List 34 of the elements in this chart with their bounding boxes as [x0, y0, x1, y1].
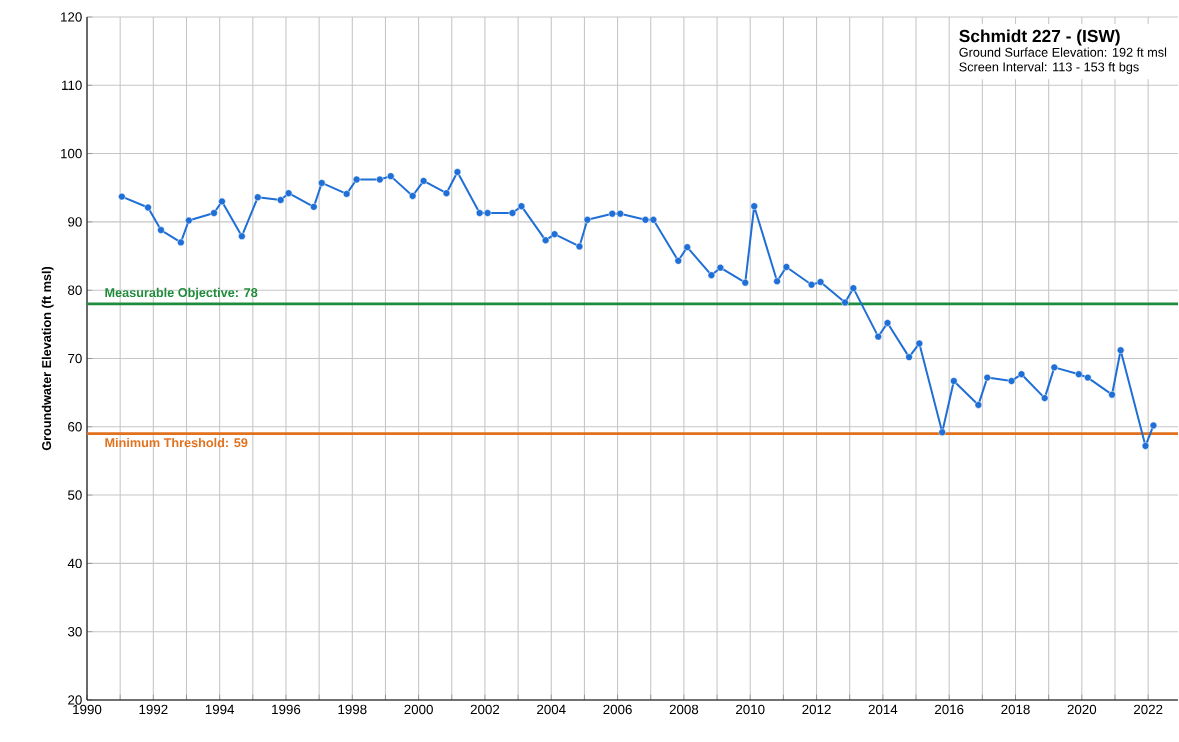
x-tick-label: 2008	[669, 704, 699, 715]
x-tick-label: 1996	[272, 704, 301, 715]
y-tick-label: 80	[68, 285, 82, 295]
y-tick-label: 90	[68, 217, 82, 227]
text: Schmidt 227 - (ISW)	[959, 29, 1120, 46]
annotation: Ground Surface Elevation: 192 ft msl	[959, 47, 1167, 57]
ref-line-label: Minimum Threshold: 59	[105, 437, 248, 448]
y-axis-title: Groundwater Elevation (ft msl)	[41, 266, 54, 451]
y-tick-label: 70	[68, 353, 82, 364]
x-tick-label: 2018	[1001, 704, 1030, 715]
x-tick-label: 2010	[736, 704, 765, 715]
y-tick-label: 120	[61, 12, 82, 22]
x-tick-label: 1994	[205, 704, 235, 715]
y-tick-label: 50	[68, 490, 82, 500]
y-tick-label: 20	[68, 695, 82, 705]
y-tick-label: 60	[68, 422, 82, 432]
annotation: Screen Interval: 113 - 153 ft bgs	[959, 62, 1139, 74]
ref-line-label: Measurable Objective: 78	[105, 287, 258, 300]
y-tick-label: 110	[62, 80, 82, 90]
x-tick-label: 2000	[404, 704, 433, 715]
x-tick-label: 2014	[868, 704, 898, 715]
x-tick-label: 1992	[139, 704, 168, 715]
x-tick-label: 2016	[935, 704, 964, 715]
y-tick-label: 30	[67, 626, 82, 637]
x-tick-label: 2006	[603, 704, 632, 715]
x-tick-label: 2004	[537, 704, 566, 715]
x-tick-label: 2022	[1133, 704, 1163, 715]
y-tick-label: 100	[61, 148, 82, 159]
x-tick-label: 2012	[802, 704, 831, 715]
x-tick-label: 2020	[1067, 704, 1097, 715]
y-tick-label: 40	[67, 558, 82, 569]
x-tick-label: 2002	[470, 704, 500, 715]
x-tick-label: 1998	[338, 704, 367, 715]
x-tick-label: 1990	[73, 704, 102, 715]
